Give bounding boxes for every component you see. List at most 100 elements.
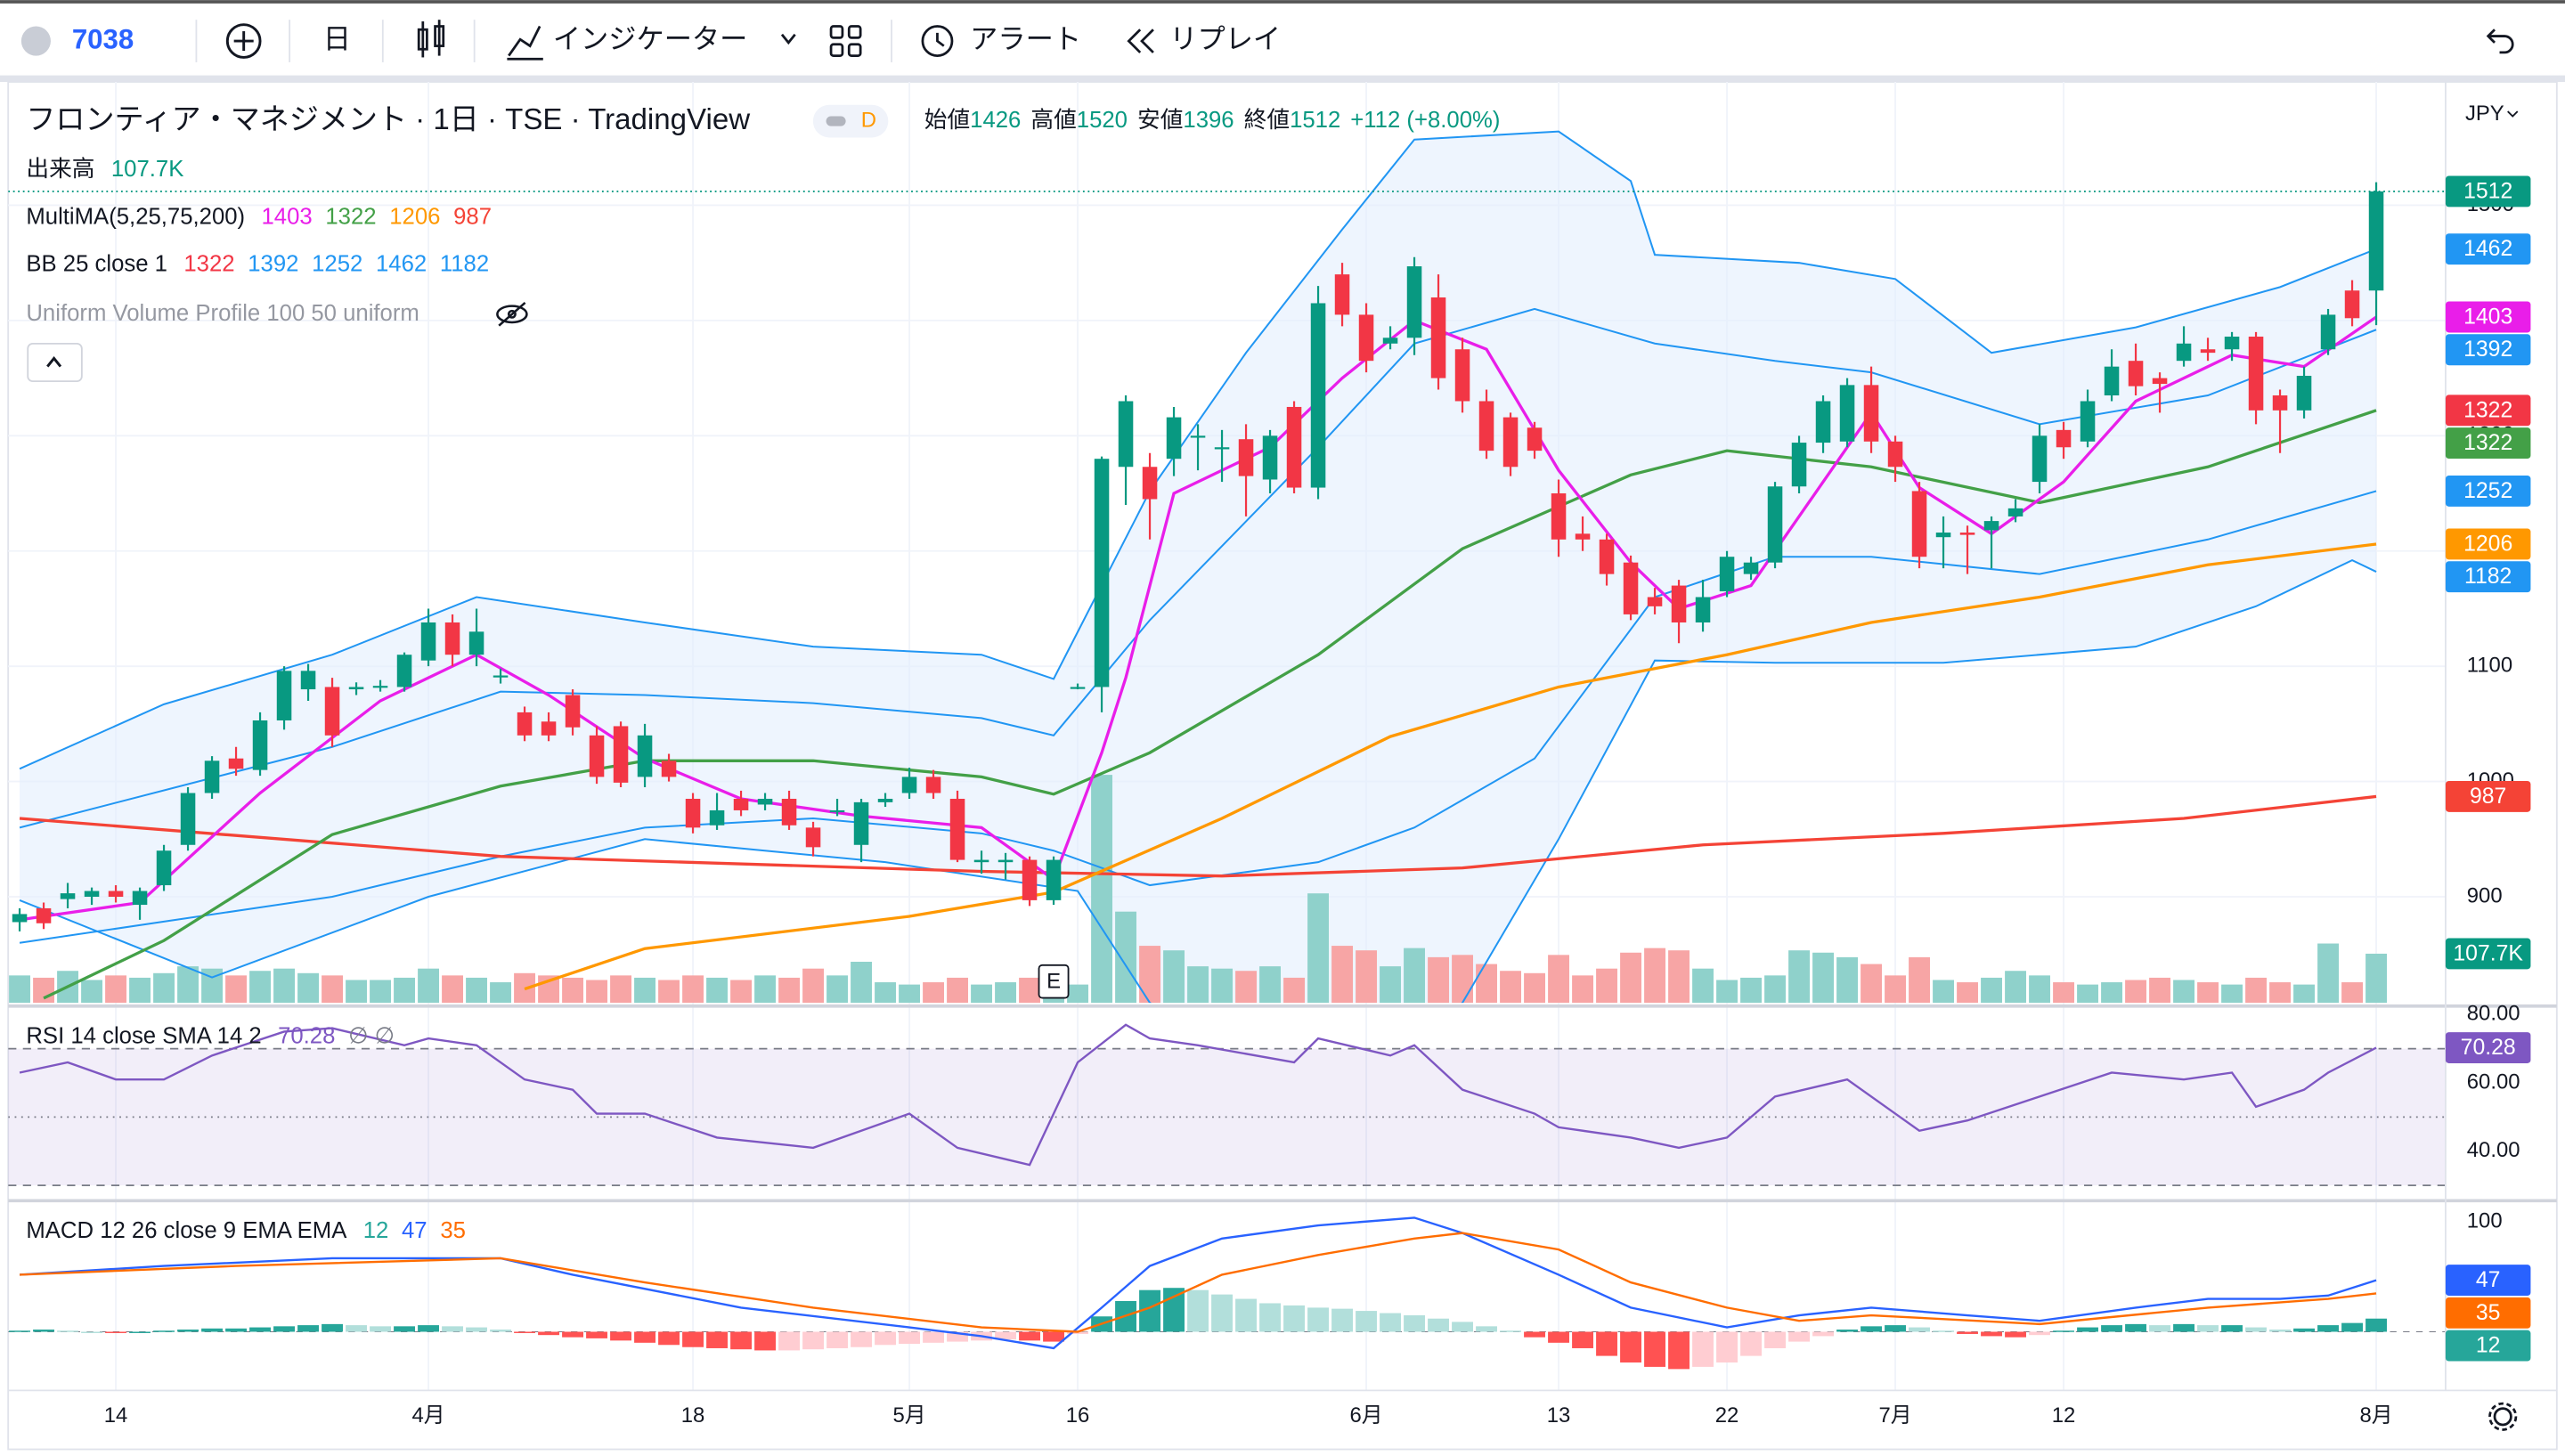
candle-body bbox=[1599, 539, 1615, 574]
candle-body bbox=[1575, 533, 1591, 540]
dropdown-arrow[interactable] bbox=[780, 33, 796, 45]
volume-bar bbox=[899, 984, 920, 1004]
volume-bar bbox=[851, 961, 872, 1004]
layouts-button[interactable] bbox=[829, 25, 862, 57]
legend-item: 107.7K bbox=[111, 157, 183, 182]
price-pane: E bbox=[8, 130, 2446, 1004]
undo-button[interactable] bbox=[2486, 28, 2514, 54]
macd-histogram-bar bbox=[418, 1325, 439, 1332]
volume-bar bbox=[2173, 980, 2194, 1004]
candle-body bbox=[637, 735, 653, 777]
price-tag bbox=[2445, 528, 2531, 560]
candle-body bbox=[517, 712, 533, 736]
replay-button[interactable]: リプレイ bbox=[1169, 23, 1281, 54]
candle-body bbox=[12, 914, 28, 923]
alert-button[interactable]: アラート bbox=[970, 23, 1081, 54]
rsi-tick-label: 40.00 bbox=[2467, 1138, 2520, 1162]
currency-arrow[interactable] bbox=[2507, 110, 2519, 118]
currency[interactable]: JPY bbox=[2465, 102, 2504, 126]
macd-histogram-bar bbox=[2101, 1325, 2122, 1332]
collapse-button[interactable] bbox=[27, 342, 83, 383]
hidden-icon[interactable] bbox=[496, 301, 528, 327]
price-tag bbox=[2445, 475, 2531, 507]
badge-bg bbox=[812, 104, 889, 138]
candle-body bbox=[805, 827, 821, 848]
chart-type-button[interactable] bbox=[417, 20, 445, 58]
candle-body bbox=[1190, 435, 1206, 438]
candle-body bbox=[84, 891, 100, 898]
symbol[interactable]: 7038 bbox=[72, 23, 134, 54]
candle-body bbox=[444, 622, 460, 655]
collapse-icon[interactable] bbox=[46, 356, 62, 368]
candle-body bbox=[1647, 597, 1663, 606]
interval-button[interactable]: 日 bbox=[323, 23, 351, 54]
candle-body bbox=[1406, 266, 1422, 338]
price-tag bbox=[2445, 427, 2531, 460]
candle-body bbox=[2056, 429, 2072, 448]
volume-bar bbox=[562, 977, 583, 1004]
macd-tick-label: 100 bbox=[2467, 1209, 2503, 1233]
x-tick-label: 5月 bbox=[892, 1403, 925, 1428]
volume-bar bbox=[1211, 968, 1233, 1004]
volume-bar bbox=[2149, 977, 2170, 1004]
price-tag-label: 1206 bbox=[2463, 532, 2512, 556]
macd-histogram-bar bbox=[682, 1331, 704, 1347]
macd-histogram-bar bbox=[851, 1331, 872, 1347]
candle-body bbox=[1022, 859, 1038, 900]
indicators-icon[interactable] bbox=[507, 25, 543, 61]
macd-histogram-bar bbox=[1187, 1289, 1209, 1332]
macd-histogram-bar bbox=[1668, 1331, 1690, 1370]
price-tag bbox=[2445, 938, 2531, 970]
symbol-icon bbox=[20, 26, 51, 56]
macd-histogram-bar bbox=[33, 1330, 54, 1332]
macd-histogram-bar bbox=[1428, 1318, 1449, 1332]
volume-bar bbox=[1307, 893, 1329, 1004]
candle-body bbox=[998, 859, 1014, 863]
volume-bar bbox=[81, 980, 102, 1004]
settings-button[interactable] bbox=[2488, 1402, 2518, 1431]
macd-histogram-bar bbox=[442, 1326, 463, 1332]
candle-body bbox=[60, 893, 76, 899]
legend-item: MACD 12 26 close 9 EMA EMA bbox=[26, 1218, 347, 1243]
volume-bar bbox=[2077, 984, 2098, 1004]
macd-histogram-bar bbox=[514, 1331, 535, 1333]
macd-histogram-bar bbox=[1692, 1331, 1714, 1367]
macd-histogram-bar bbox=[1404, 1315, 1425, 1332]
chart-frame bbox=[7, 81, 2558, 1451]
volume-bar bbox=[1764, 975, 1786, 1004]
legend-item: RSI 14 close SMA 14 2 bbox=[26, 1023, 261, 1048]
volume-bar bbox=[2245, 977, 2267, 1004]
indicators-button[interactable]: インジケーター bbox=[553, 23, 748, 54]
legend-item: 1462 bbox=[376, 252, 427, 277]
candle-body bbox=[709, 809, 725, 826]
candle-body bbox=[1430, 297, 1446, 378]
price-tag-label: 987 bbox=[2470, 785, 2506, 809]
candle-body bbox=[2104, 366, 2120, 396]
replay-icon[interactable] bbox=[1127, 28, 1154, 53]
volume-bar bbox=[1259, 966, 1281, 1004]
add-symbol-button[interactable] bbox=[225, 23, 262, 59]
legend-item: 1512 bbox=[1290, 108, 1340, 133]
alert-icon[interactable] bbox=[921, 25, 954, 57]
legend-item: BB 25 close 1 bbox=[26, 252, 167, 277]
candle-body bbox=[1142, 467, 1158, 500]
macd-histogram-bar bbox=[394, 1326, 415, 1332]
candle-body bbox=[589, 735, 605, 777]
volume-bar bbox=[1380, 966, 1401, 1004]
legend-item: 70.28 bbox=[278, 1023, 335, 1048]
volume-bar bbox=[1235, 971, 1257, 1004]
macd-histogram-bar bbox=[177, 1330, 199, 1332]
volume-bar bbox=[875, 982, 896, 1004]
volume-bar bbox=[1909, 956, 1930, 1004]
volume-bar bbox=[1163, 950, 1185, 1004]
macd-histogram-bar bbox=[947, 1331, 968, 1342]
volume-bar bbox=[2317, 943, 2339, 1004]
legend-row: RSI 14 close SMA 14 2 70.28 ∅ ∅ bbox=[26, 1023, 395, 1048]
candle-body bbox=[1502, 417, 1519, 468]
candle-body bbox=[1358, 314, 1374, 362]
legend-item: Uniform Volume Profile 100 50 uniform bbox=[26, 301, 419, 326]
macd-histogram-bar bbox=[802, 1331, 824, 1350]
legend-item: ∅ ∅ bbox=[348, 1023, 395, 1048]
volume-bar bbox=[826, 975, 848, 1004]
